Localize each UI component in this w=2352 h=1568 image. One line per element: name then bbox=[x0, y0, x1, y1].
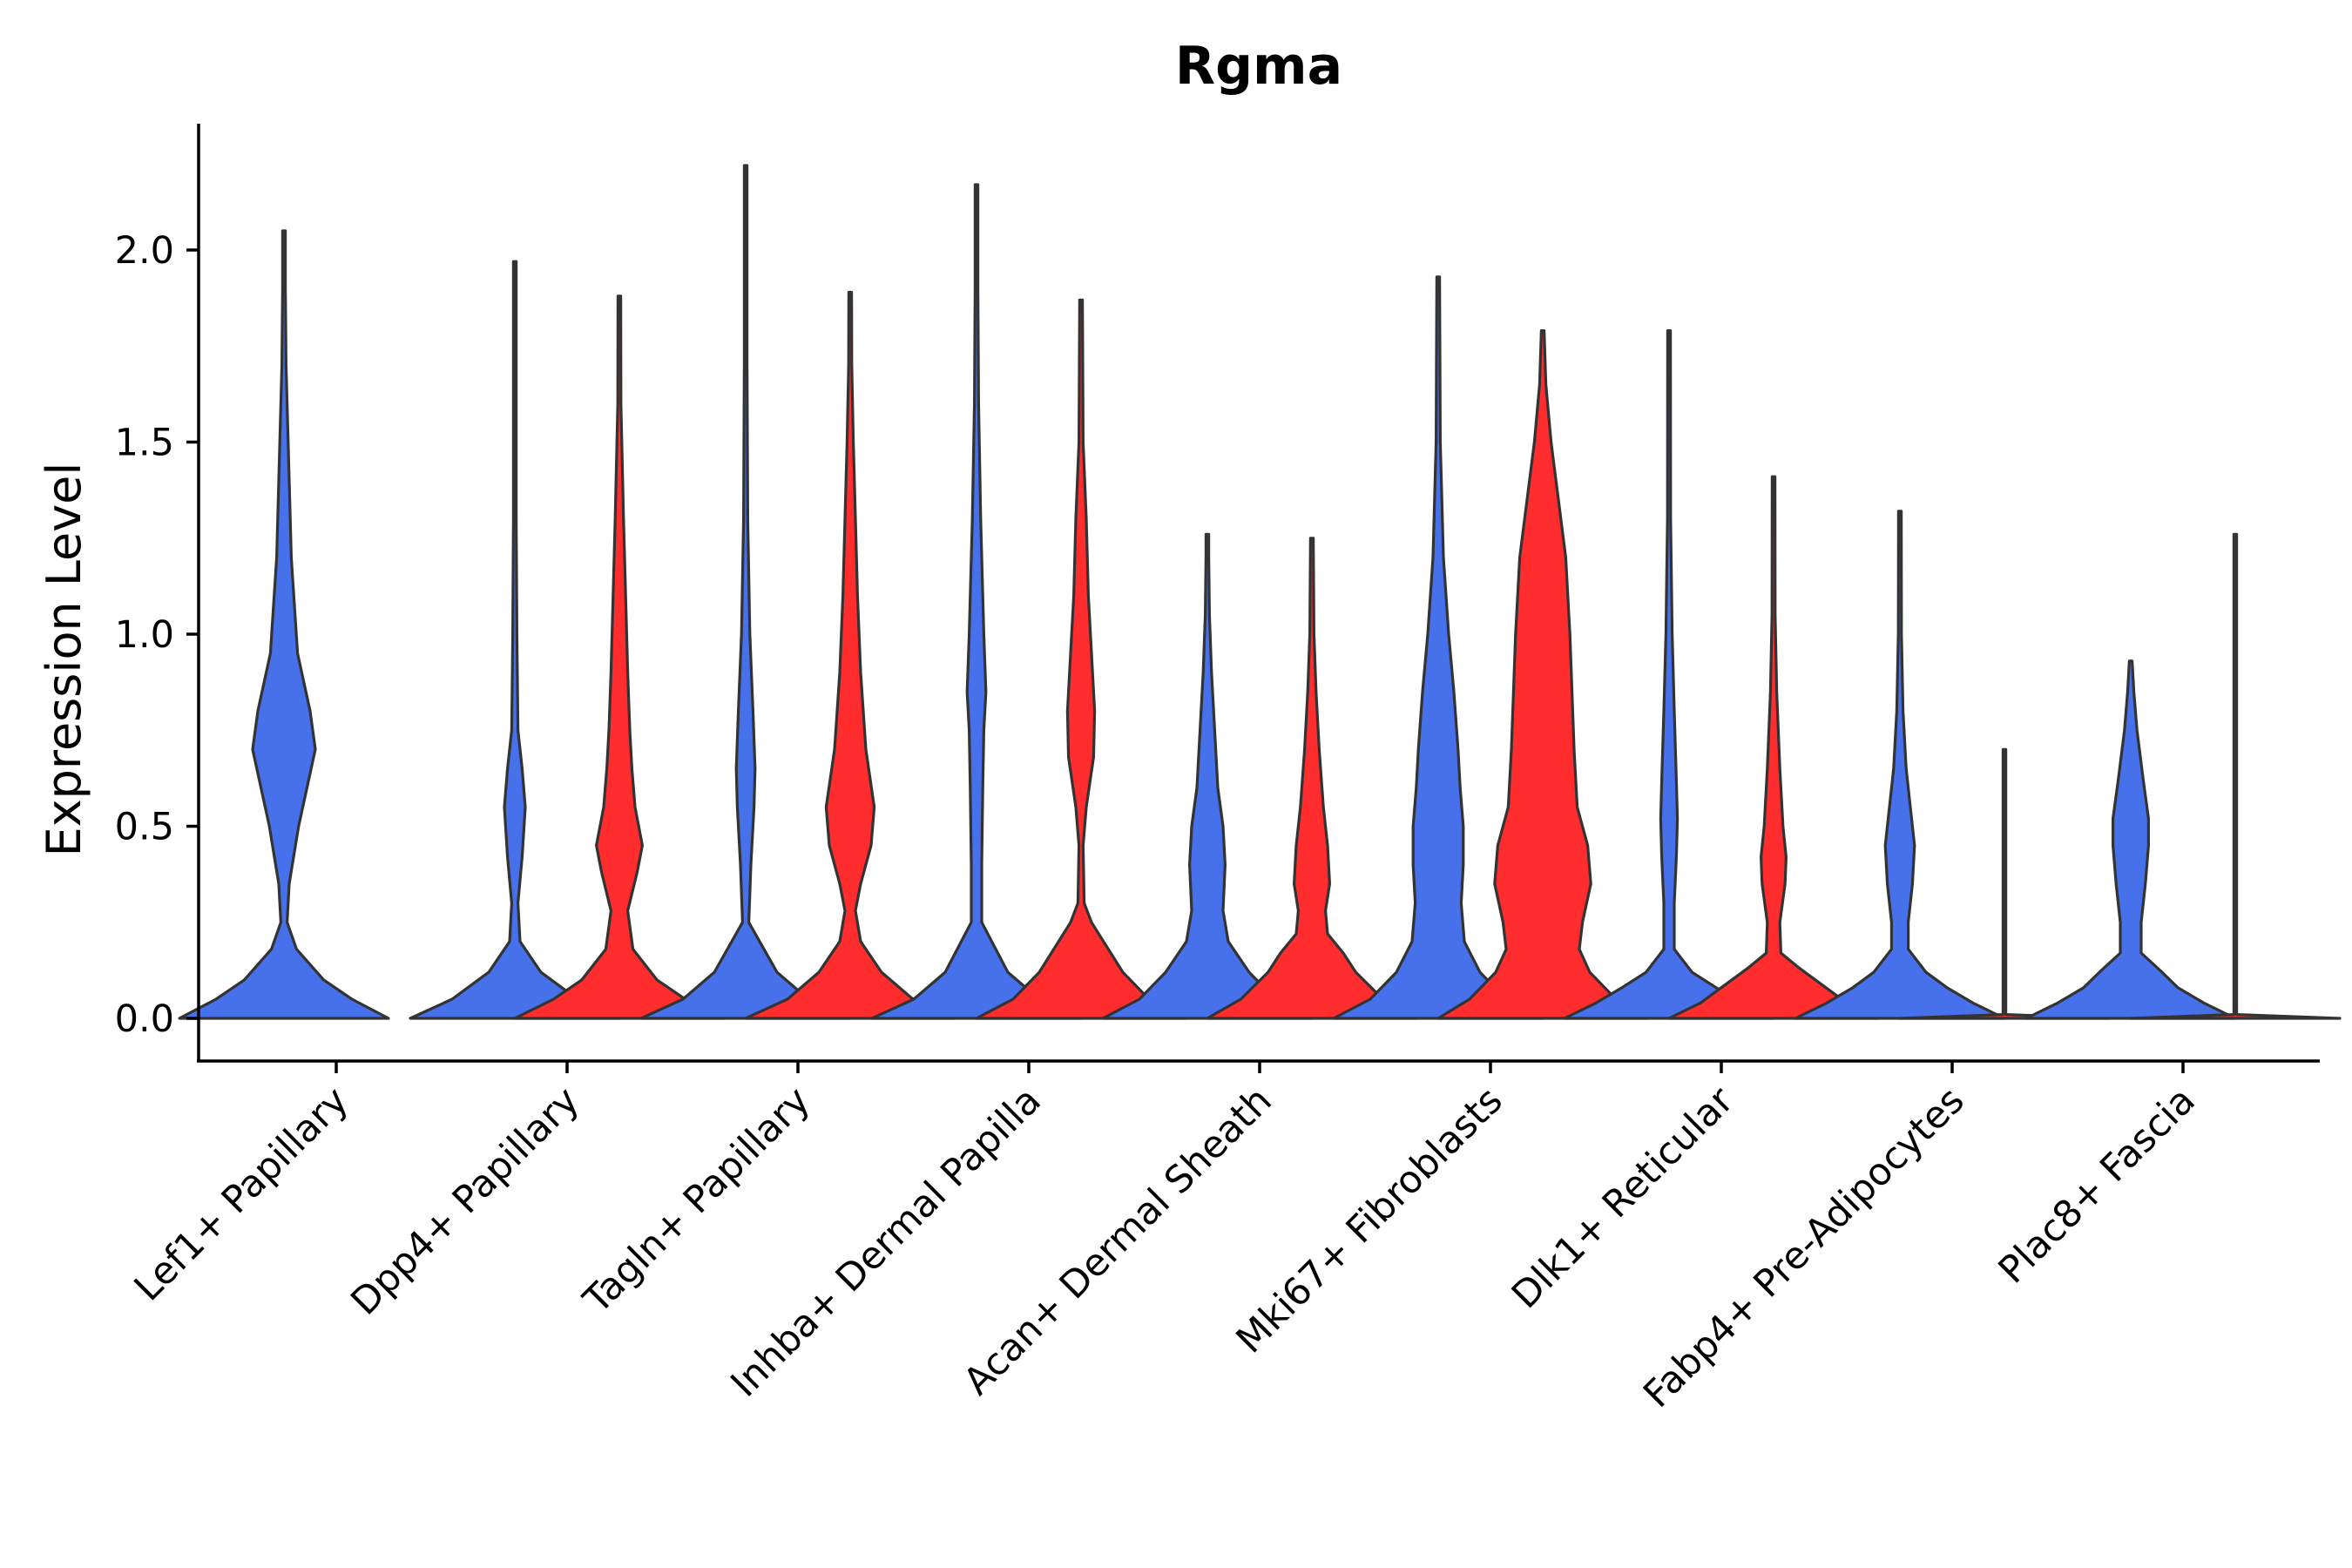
violin-group_b bbox=[744, 290, 956, 1020]
x-tick-label: Dpp4+ Papillary bbox=[343, 1078, 588, 1323]
y-tick-label: 1.5 bbox=[115, 422, 174, 465]
violin-group_a bbox=[2024, 659, 2237, 1020]
violin-group_b bbox=[1206, 537, 1418, 1020]
violin-group_b bbox=[1667, 475, 1880, 1020]
violin-group_a bbox=[639, 164, 852, 1020]
y-axis-ticks: 0.0 0.5 1.0 1.5 2.0 bbox=[115, 229, 199, 1041]
x-tick-label: Tagln+ Papillary bbox=[575, 1078, 819, 1322]
violin-group_a bbox=[1563, 329, 1775, 1020]
violin-group_b bbox=[975, 298, 1187, 1020]
x-tick-label: Mki67+ Fibroblasts bbox=[1228, 1078, 1511, 1362]
violin-group_b bbox=[1436, 329, 1649, 1020]
violin-group_a bbox=[870, 183, 1083, 1020]
x-tick-label: Lef1+ Papillary bbox=[126, 1078, 357, 1309]
violin-group_b bbox=[2129, 532, 2342, 1020]
x-tick-label: Dlk1+ Reticular bbox=[1504, 1078, 1742, 1317]
violin-group_b bbox=[513, 294, 726, 1020]
violin-group_b bbox=[1898, 747, 2111, 1020]
violin-group_a bbox=[178, 229, 390, 1020]
chart-title: Rgma bbox=[1175, 36, 1342, 97]
violin-group_a bbox=[1101, 532, 1314, 1020]
violin-group_a bbox=[1332, 275, 1544, 1020]
violin-group_a bbox=[1794, 510, 2006, 1020]
y-tick-label: 2.0 bbox=[115, 229, 174, 273]
y-tick-label: 0.0 bbox=[115, 997, 174, 1041]
violins-layer bbox=[178, 164, 2342, 1020]
x-tick-label: Plac8+ Fascia bbox=[1990, 1078, 2204, 1292]
y-tick-label: 1.0 bbox=[115, 613, 174, 657]
y-tick-label: 0.5 bbox=[115, 806, 174, 849]
y-axis-label: Expression Level bbox=[37, 463, 91, 857]
violin-group_a bbox=[409, 260, 621, 1020]
